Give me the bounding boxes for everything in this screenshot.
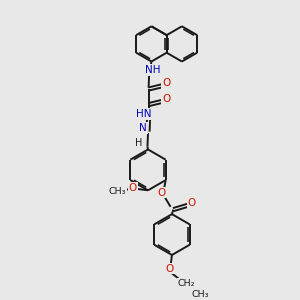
Text: NH: NH xyxy=(145,65,160,75)
Text: O: O xyxy=(162,94,170,104)
Text: H: H xyxy=(135,138,142,148)
Text: CH₃: CH₃ xyxy=(109,187,126,196)
Text: O: O xyxy=(165,264,173,274)
Text: CH₂: CH₂ xyxy=(177,279,195,288)
Text: CH₃: CH₃ xyxy=(192,290,209,298)
Text: O: O xyxy=(162,78,170,88)
Text: O: O xyxy=(157,188,165,198)
Text: HN: HN xyxy=(136,109,151,119)
Text: O: O xyxy=(129,183,137,193)
Text: N: N xyxy=(139,123,147,133)
Text: O: O xyxy=(188,198,196,208)
